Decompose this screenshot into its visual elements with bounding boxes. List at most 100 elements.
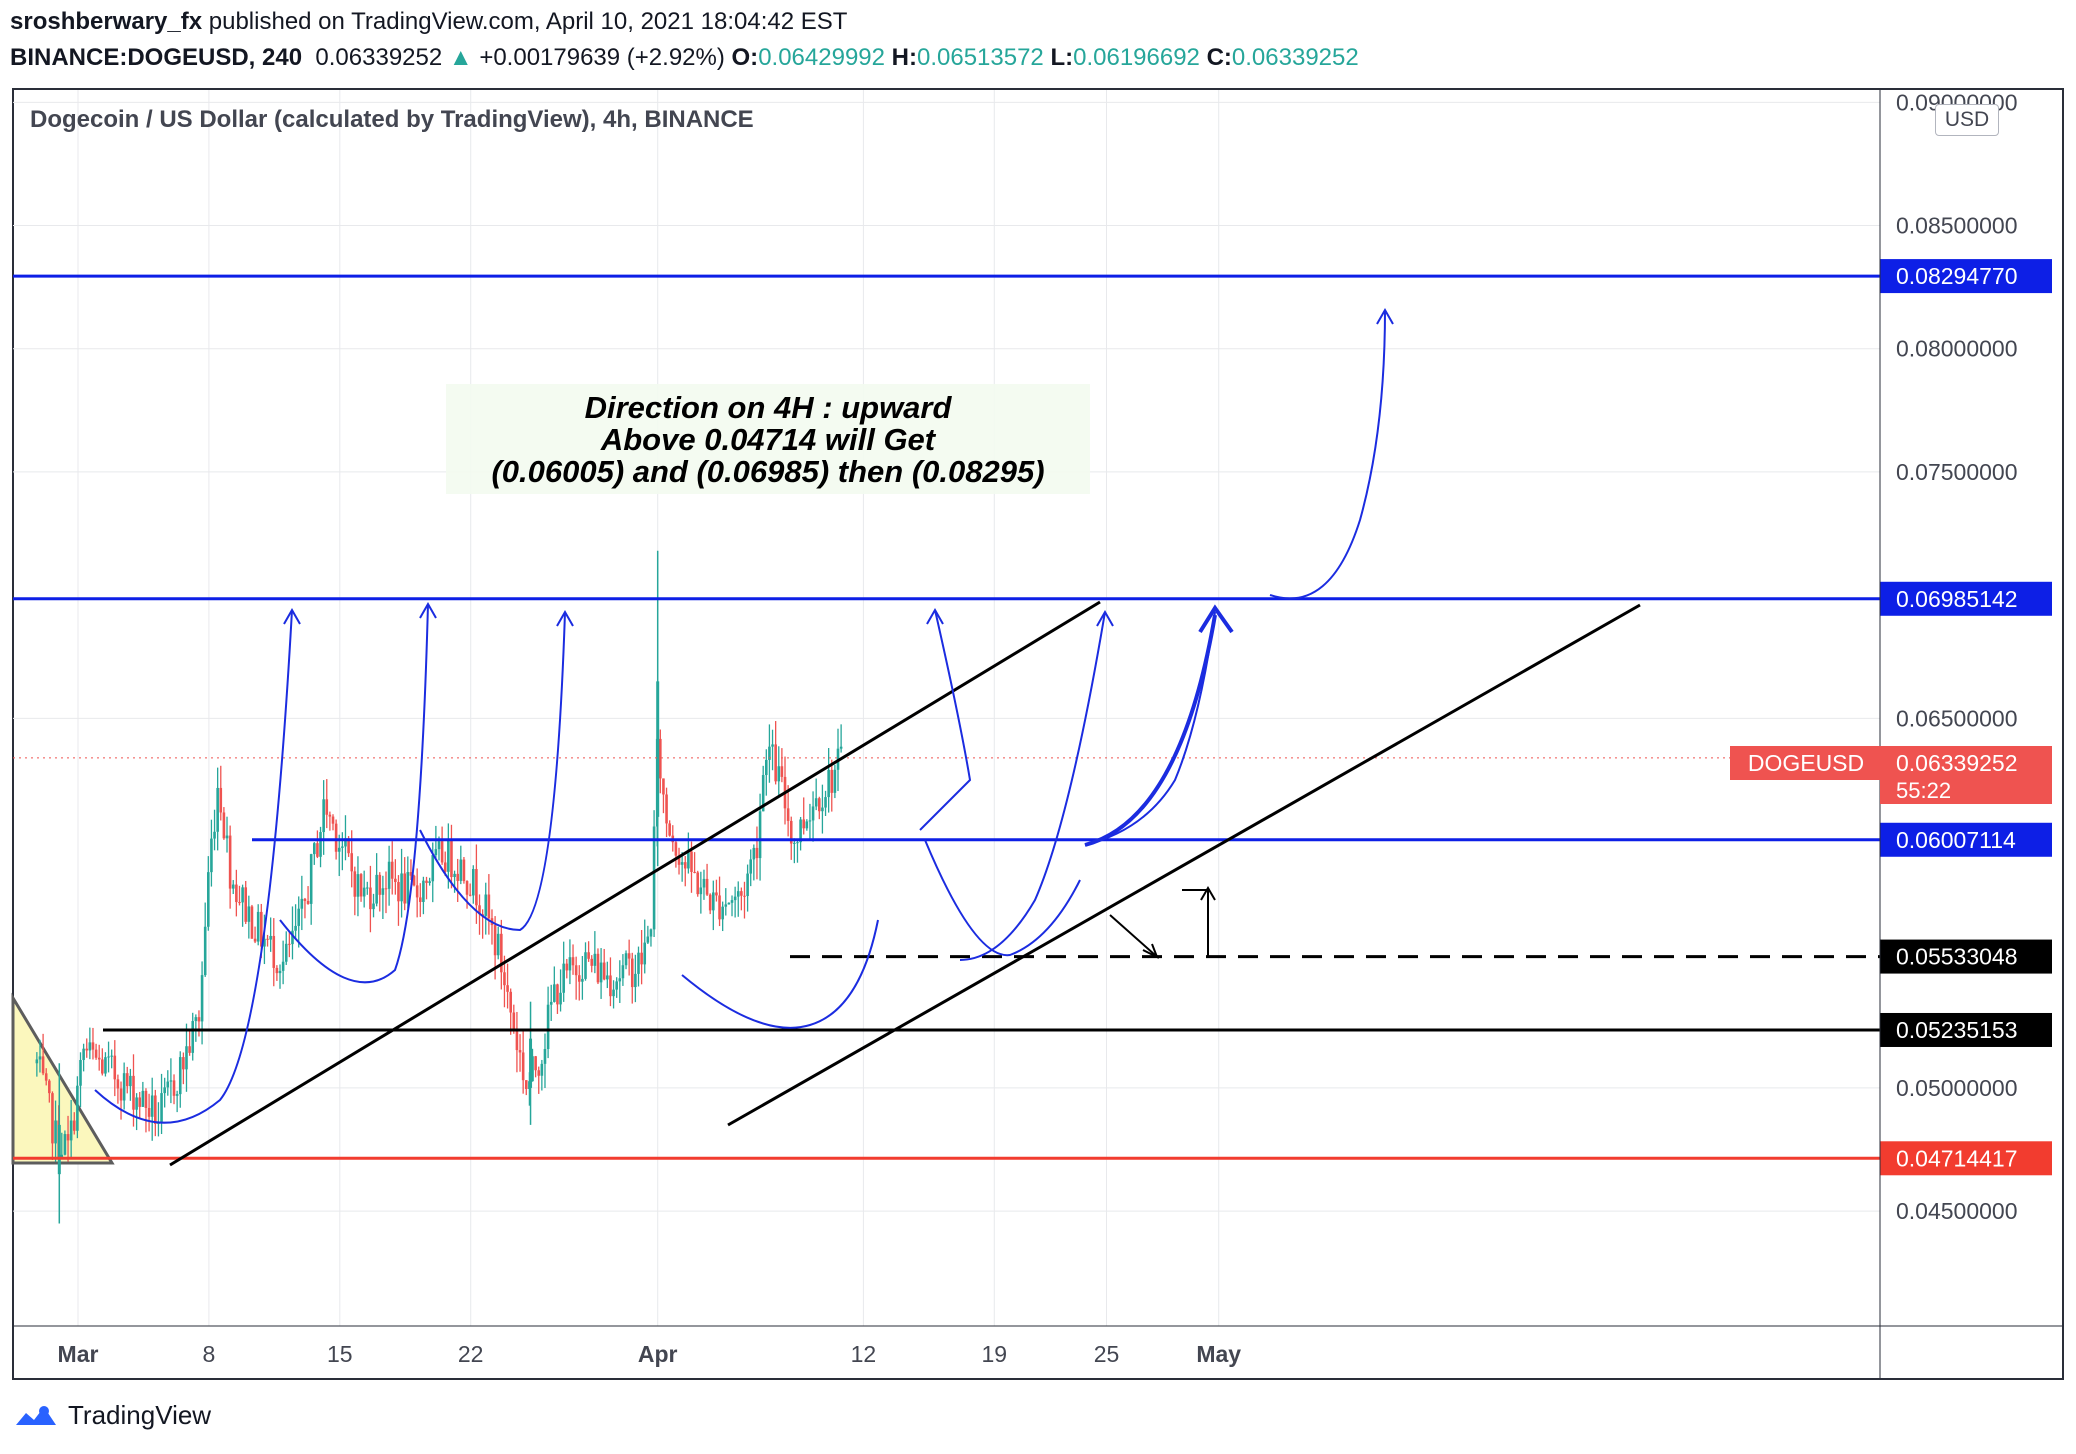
candle-body <box>534 1056 537 1071</box>
tradingview-brand[interactable]: TradingView <box>14 1400 211 1431</box>
candle-body <box>284 943 288 962</box>
annotation-box[interactable]: Direction on 4H : upward Above 0.04714 w… <box>446 384 1090 494</box>
candle-body <box>640 952 643 965</box>
candle-body <box>82 1048 85 1060</box>
candle-body <box>652 826 656 930</box>
candle-body <box>122 1073 126 1101</box>
candle-body <box>316 843 319 857</box>
arrow-head-icon <box>419 601 437 619</box>
candle-body <box>808 820 812 822</box>
level-price-tag-bg <box>1880 1012 2052 1047</box>
candle-body <box>216 787 219 832</box>
candle-body <box>827 769 830 798</box>
projection-curve <box>1084 614 1217 847</box>
candle-body <box>440 841 444 863</box>
candle-body <box>347 838 350 854</box>
level-price-tag: 0.05533048 <box>1896 944 2018 970</box>
candle-body <box>471 869 475 896</box>
level-price-tag-bg <box>1880 581 2052 616</box>
author-name[interactable]: sroshberwary_fx <box>10 8 203 35</box>
candle-body <box>708 894 712 911</box>
candle-body <box>169 1080 173 1082</box>
candle-body <box>412 875 416 886</box>
candle-body <box>309 854 313 904</box>
candle-body <box>434 849 438 856</box>
candle-body <box>789 820 793 844</box>
candle-body <box>390 861 394 879</box>
candle-body <box>702 878 706 888</box>
candle-body <box>758 811 762 859</box>
up-triangle-icon: ▲ <box>448 44 473 71</box>
candle-body <box>241 887 244 903</box>
candle-body <box>101 1059 104 1074</box>
candle-body <box>727 902 731 905</box>
candle-body <box>353 871 357 897</box>
candle-body <box>238 902 241 904</box>
candle-body <box>312 843 316 855</box>
candle-body <box>459 859 463 881</box>
cup-curve <box>919 609 972 831</box>
candle-body <box>777 766 781 782</box>
candle-body <box>328 814 332 817</box>
candle-body <box>733 896 737 901</box>
candle-body <box>194 1017 198 1022</box>
candle-body <box>577 975 581 982</box>
candle-body <box>721 906 724 920</box>
candle-body <box>160 1093 163 1122</box>
candle-body <box>693 871 696 873</box>
candle-body <box>197 1017 201 1022</box>
annotation-line-1: Direction on 4H : upward <box>585 390 953 425</box>
candle-body <box>478 905 481 915</box>
last-price-label: 0.06339252 <box>1896 750 2018 776</box>
candle-body <box>802 819 806 829</box>
ohlc-line: BINANCE:DOGEUSD, 240 0.06339252 ▲ +0.001… <box>10 44 1359 72</box>
candle-body <box>372 903 375 910</box>
candle-body <box>761 775 765 812</box>
x-tick-label: 19 <box>982 1341 1008 1367</box>
candle-body <box>805 821 809 829</box>
candle-body <box>680 862 684 865</box>
symbol-tag-bg <box>1730 746 1882 780</box>
candle-body <box>715 892 718 896</box>
candle-body <box>113 1055 117 1080</box>
open-value: 0.06429992 <box>758 44 885 71</box>
candle-body <box>540 1063 544 1076</box>
candle-body <box>63 1134 67 1155</box>
arrow-up <box>1182 889 1209 958</box>
candle-body <box>51 1093 54 1144</box>
currency-button[interactable]: USD <box>1935 104 1999 136</box>
candle-body <box>503 972 506 986</box>
x-tick-label: 25 <box>1094 1341 1120 1367</box>
series-legend[interactable]: Dogecoin / US Dollar (calculated by Trad… <box>30 106 754 133</box>
cup-curve <box>94 609 293 1124</box>
candle-body <box>602 962 606 980</box>
candle-body <box>350 853 354 872</box>
candle-body <box>529 1038 533 1088</box>
candle-body <box>116 1079 120 1089</box>
candle-body <box>618 978 622 982</box>
candle-body <box>705 878 709 895</box>
x-tick-label: 15 <box>327 1341 353 1367</box>
tradingview-logo-icon <box>16 1405 56 1425</box>
candle-body <box>235 884 238 903</box>
candle-body <box>627 953 631 959</box>
candle-body <box>303 898 307 901</box>
candle-body <box>749 859 753 874</box>
candle-body <box>425 880 428 883</box>
level-price-tag: 0.05235153 <box>1896 1017 2018 1043</box>
candle-body <box>559 992 562 1005</box>
cup-curve <box>959 611 1106 961</box>
candle-body <box>400 873 403 902</box>
candle-body <box>147 1107 151 1117</box>
candle-body <box>793 842 796 844</box>
candle-body <box>574 965 578 976</box>
candle-body <box>422 880 425 902</box>
candle-body <box>44 1073 48 1081</box>
candle-body <box>696 872 700 895</box>
annotation-line-3: (0.06005) and (0.06985) then (0.08295) <box>491 454 1044 489</box>
last-price-tag-bg <box>1880 746 2052 804</box>
cup-curve <box>279 603 429 984</box>
arrow-head-icon <box>1376 307 1394 325</box>
candle-body <box>409 872 413 876</box>
